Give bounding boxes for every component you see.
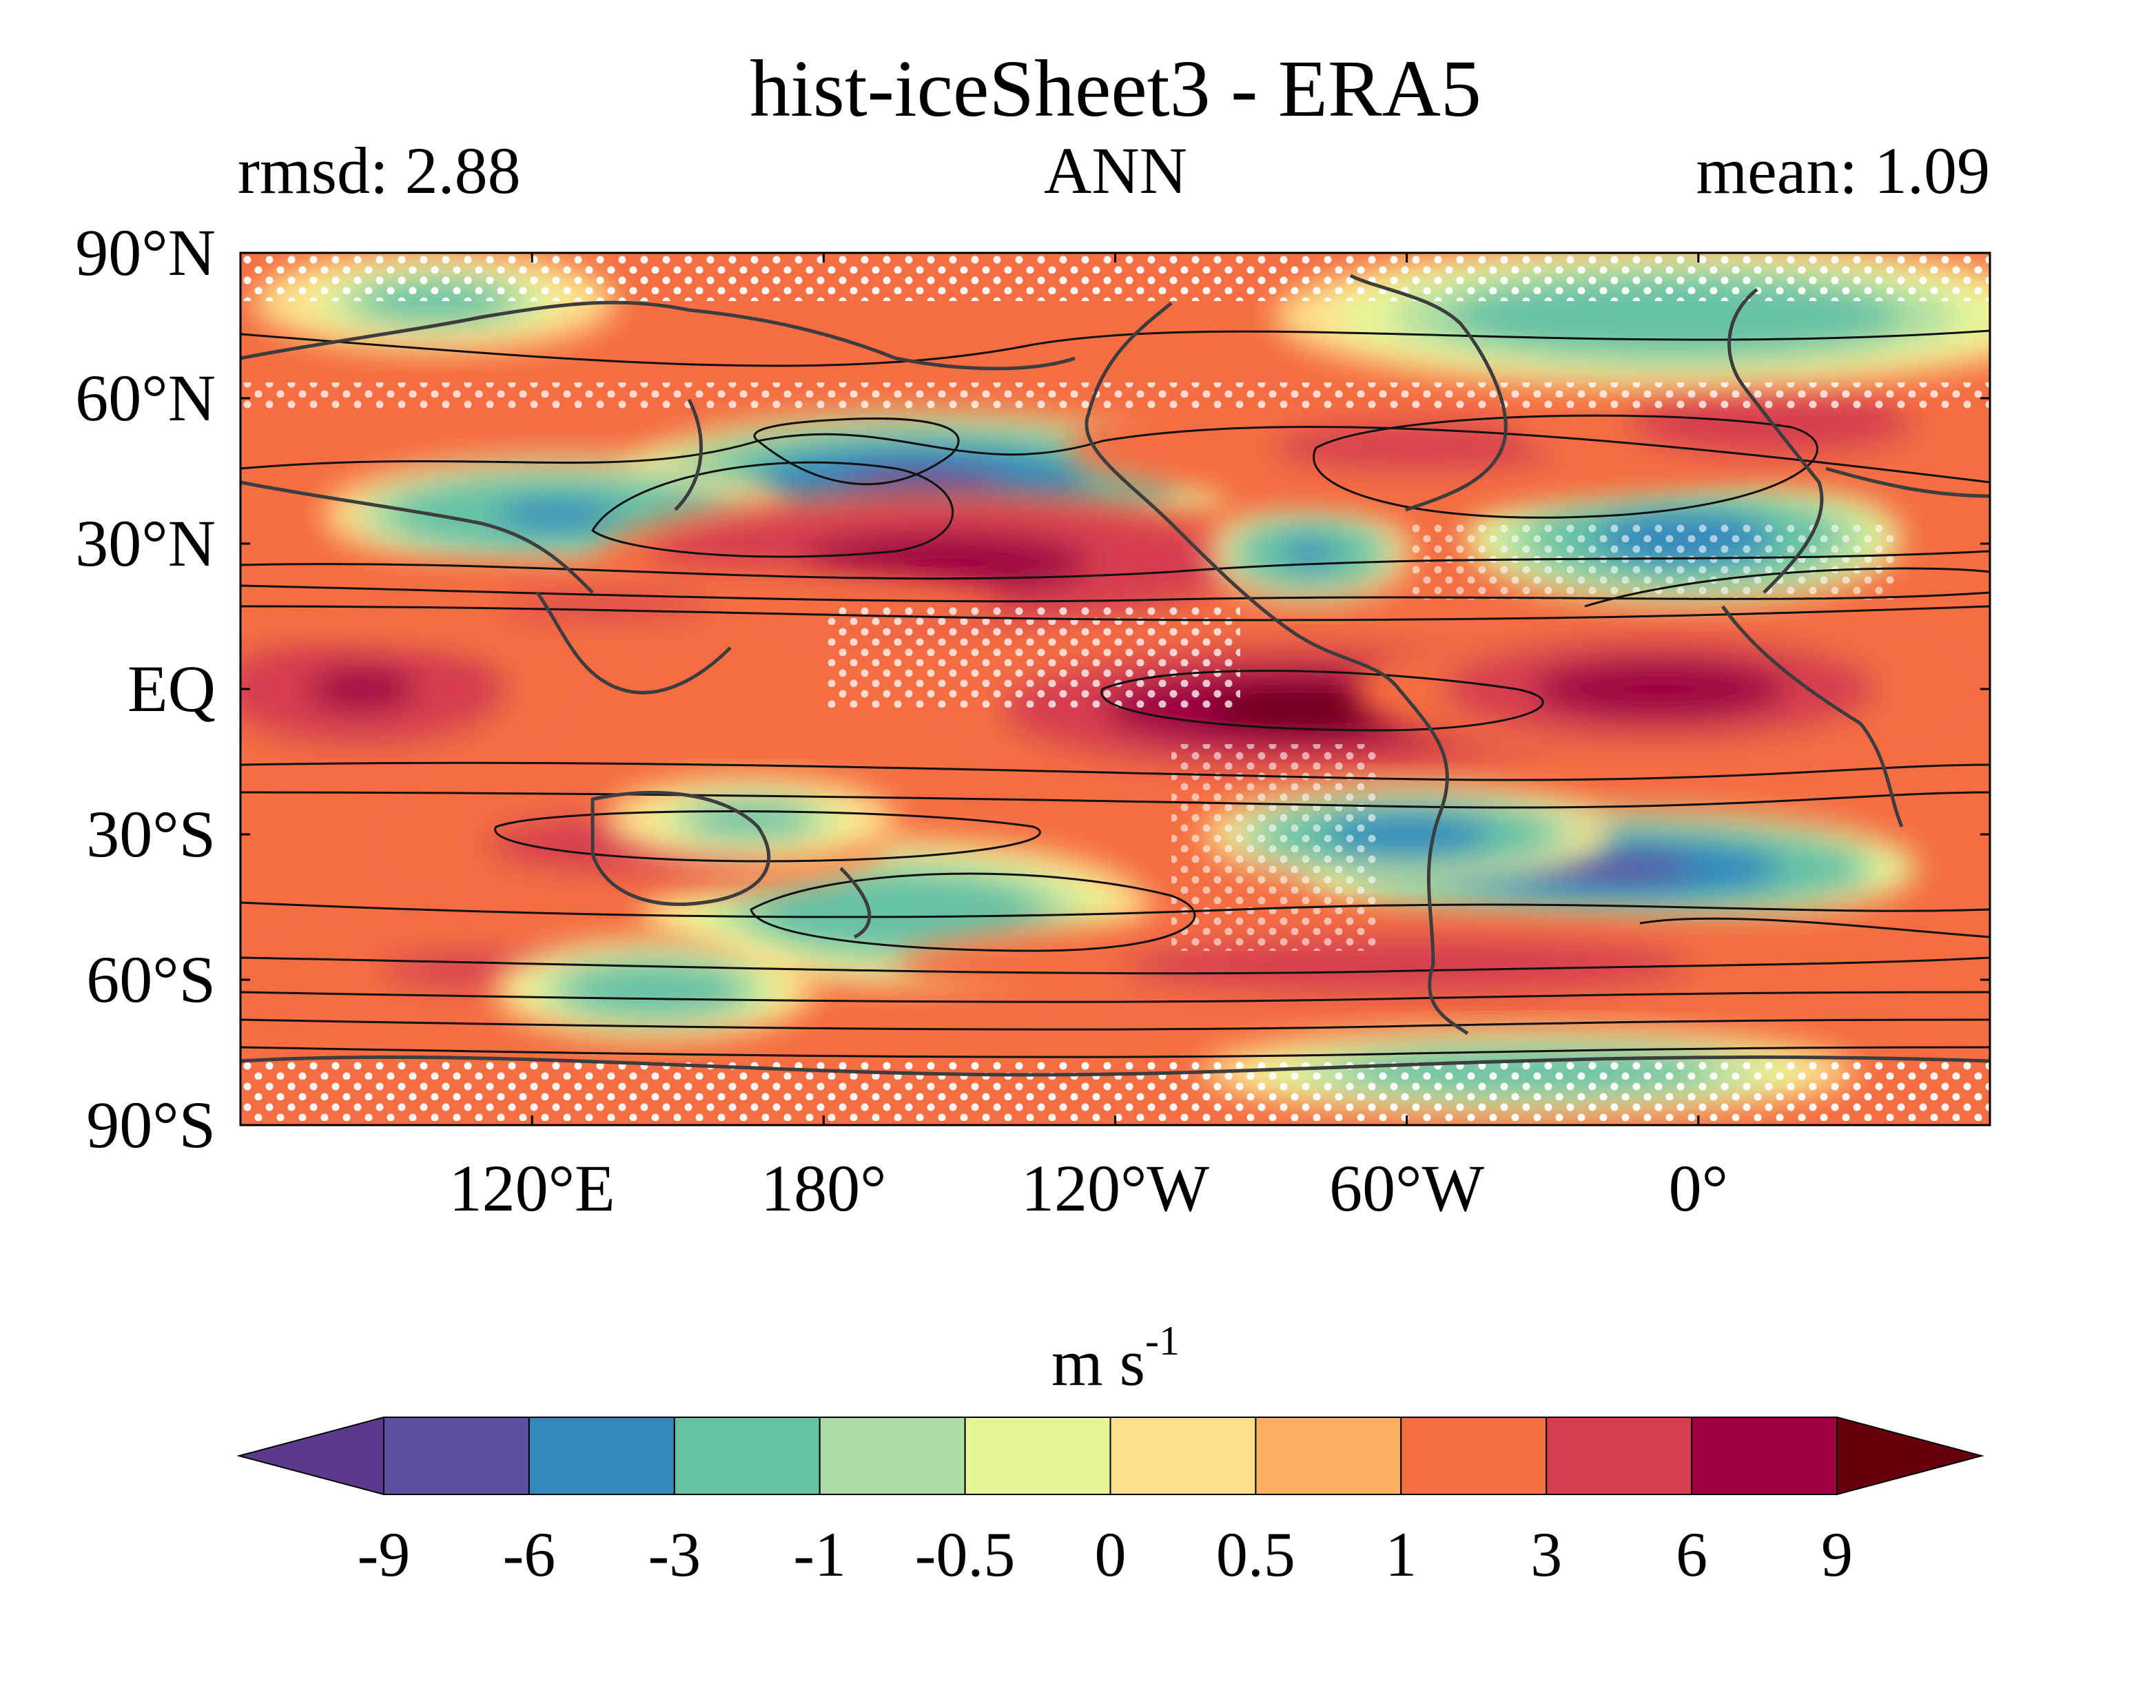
feature-level	[497, 595, 712, 619]
colorbar-swatch	[1400, 1417, 1548, 1495]
feature-level	[307, 668, 417, 710]
lat-tick-label: 60°S	[86, 943, 216, 1016]
colorbar: m s-1 -9 -6 -3 -1 -0.5 0 0.5 1 3 6 9	[236, 1318, 1984, 1589]
climatology-contours	[240, 329, 1990, 1058]
feature-tropical-atlantic-max	[1353, 616, 1966, 762]
lon-axis: 120°E 180° 120°W 60°W 0°	[449, 253, 1728, 1225]
colorbar-tick-label: -6	[503, 1519, 556, 1589]
lon-tick-label: 120°W	[1021, 1151, 1209, 1225]
feature-tropical-indian-max	[240, 608, 566, 770]
lat-tick-label: 30°N	[75, 506, 216, 580]
colorbar-swatch	[673, 1417, 821, 1495]
feature-level	[1323, 431, 1510, 462]
subtitle-right: mean: 1.09	[1696, 134, 1990, 207]
lat-axis: 90°N 60°N 30°N EQ 30°S 60°S 90°S	[75, 216, 1990, 1162]
colorbar-tick-label: -0.5	[915, 1519, 1016, 1589]
feature-level	[1282, 539, 1337, 567]
colorbar-tick-label: 6	[1676, 1519, 1707, 1589]
figure-title: hist-iceSheet3 - ERA5	[750, 43, 1481, 134]
colorbar-over-arrow	[1836, 1416, 1984, 1496]
colorbar-under-arrow	[236, 1416, 384, 1496]
lon-tick-label: 0°	[1669, 1151, 1728, 1225]
colorbar-tick-label: -3	[648, 1519, 701, 1589]
lat-tick-label: 30°S	[86, 797, 216, 871]
colorbar-tick-label: 0.5	[1216, 1519, 1295, 1589]
colorbar-swatch	[528, 1417, 675, 1495]
feature-level	[610, 976, 697, 1003]
colorbar-tick-label: 9	[1821, 1519, 1853, 1589]
feature-level	[494, 499, 619, 531]
subtitle-left: rmsd: 2.88	[238, 134, 521, 207]
colorbar-tick-label: 3	[1530, 1519, 1562, 1589]
colorbar-tick-label: -9	[358, 1519, 411, 1589]
lat-tick-label: 90°S	[86, 1088, 216, 1162]
lat-tick-label: 60°N	[75, 361, 216, 435]
colorbar-tick-label: 1	[1385, 1519, 1417, 1589]
colorbar-tick-label: -1	[793, 1519, 846, 1589]
lon-tick-label: 180°	[761, 1151, 886, 1225]
feature-level	[1577, 669, 1741, 709]
colorbar-swatch	[383, 1417, 530, 1495]
colorbar-units: m s-1	[1051, 1318, 1180, 1399]
map-panel	[240, 253, 1990, 1125]
colorbar-swatch	[964, 1417, 1111, 1495]
feature-level	[1567, 296, 1781, 336]
lon-tick-label: 60°W	[1329, 1151, 1484, 1225]
colorbar-swatch	[1255, 1417, 1402, 1495]
subtitle-center: ANN	[1044, 134, 1187, 207]
feature-gulf-min	[1207, 502, 1412, 604]
feature-level	[852, 544, 1039, 583]
lat-tick-label: EQ	[127, 652, 216, 726]
colorbar-swatch	[1691, 1417, 1838, 1495]
colorbar-swatch	[1109, 1417, 1257, 1495]
colorbar-swatch	[1546, 1417, 1693, 1495]
feature-level	[1271, 951, 1543, 979]
feature-level	[1207, 688, 1393, 728]
colorbar-tick-label: 0	[1095, 1519, 1127, 1589]
coastlines	[240, 274, 1990, 1077]
lat-tick-label: 90°N	[75, 216, 216, 289]
lon-tick-label: 120°E	[449, 1151, 615, 1225]
colorbar-swatch	[819, 1417, 966, 1495]
feature-level	[828, 892, 965, 932]
